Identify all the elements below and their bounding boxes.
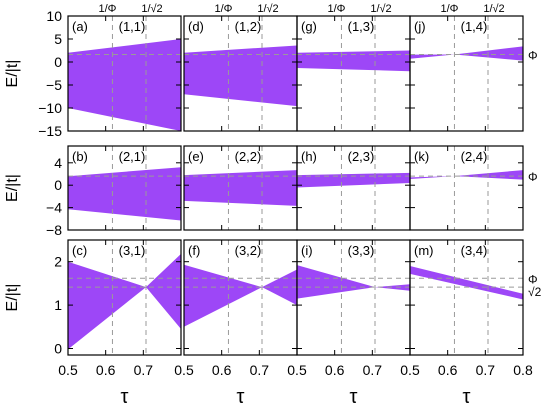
energy-band-area xyxy=(410,170,523,180)
panel-tag: (f) xyxy=(188,243,200,258)
panel-frame xyxy=(67,239,182,356)
x-tick-label: 0.7 xyxy=(134,362,154,378)
y-tick-label: −15 xyxy=(38,123,62,139)
x-tick-label: 0.6 xyxy=(325,362,345,378)
right-level-label: Φ xyxy=(528,170,538,184)
panel-label: (1,3) xyxy=(348,19,375,34)
x-axis-label: τ xyxy=(121,386,129,408)
top-guide-label: 1/Φ xyxy=(98,3,116,15)
x-tick-label: 0.6 xyxy=(96,362,116,378)
energy-band-area xyxy=(410,266,523,300)
top-guide-label: 1/Φ xyxy=(440,3,458,15)
y-tick-label: 0 xyxy=(54,54,62,70)
top-guide-label: 1/Φ xyxy=(327,3,345,15)
x-axis-label: τ xyxy=(463,386,471,408)
y-tick-label: −4 xyxy=(46,200,62,216)
panel-label: (2,4) xyxy=(461,149,488,164)
x-tick-label: 0.5 xyxy=(287,362,307,378)
panel-tag: (e) xyxy=(188,149,204,164)
y-axis-label: E/|t| xyxy=(4,174,21,202)
top-guide-label: 1/√2 xyxy=(257,3,278,15)
top-guide-label: 1/√2 xyxy=(370,3,391,15)
panel-label: (2,1) xyxy=(119,149,146,164)
y-tick-label: 0 xyxy=(54,340,62,356)
y-axis-label: E/|t| xyxy=(4,60,21,88)
panel-frame xyxy=(409,239,524,356)
energy-band-area xyxy=(297,265,410,299)
y-tick-label: −8 xyxy=(46,222,62,238)
y-tick-label: −10 xyxy=(38,100,62,116)
x-tick-label: 0.6 xyxy=(212,362,232,378)
panel-label: (1,1) xyxy=(119,19,146,34)
x-tick-label: 0.7 xyxy=(363,362,383,378)
panel-tag: (b) xyxy=(72,149,88,164)
panel-label: (2,2) xyxy=(235,149,262,164)
panel-label: (1,4) xyxy=(461,19,488,34)
x-tick-label: 0.5 xyxy=(58,362,78,378)
panel-tag: (j) xyxy=(414,19,426,34)
y-tick-label: 5 xyxy=(54,31,62,47)
y-tick-label: 1 xyxy=(54,297,62,313)
panel-tag: (c) xyxy=(72,243,87,258)
energy-band-area xyxy=(297,172,410,188)
top-guide-label: 1/√2 xyxy=(141,3,162,15)
energy-band-area xyxy=(68,167,181,221)
panel-tag: (k) xyxy=(414,149,429,164)
panel-frame xyxy=(409,15,524,132)
panel-label: (2,3) xyxy=(348,149,375,164)
y-tick-label: 2 xyxy=(54,254,62,270)
y-tick-label: 0 xyxy=(54,177,62,193)
panel-tag: (m) xyxy=(414,243,434,258)
y-tick-label: 4 xyxy=(54,155,62,171)
energy-band-area xyxy=(184,170,297,206)
panel-frame xyxy=(67,145,182,231)
panel-tag: (d) xyxy=(188,19,204,34)
panel-tag: (a) xyxy=(72,19,88,34)
panel-frame xyxy=(67,15,182,132)
x-axis-label: τ xyxy=(237,386,245,408)
x-tick-label: 0.5 xyxy=(400,362,420,378)
right-level-label: Φ xyxy=(528,49,538,63)
y-axis-label: E/|t| xyxy=(4,284,21,312)
x-tick-label: 0.6 xyxy=(438,362,458,378)
energy-band-area xyxy=(410,46,523,61)
x-tick-label: 0.7 xyxy=(476,362,496,378)
panel-tag: (g) xyxy=(301,19,317,34)
panel-label: (3,2) xyxy=(235,243,262,258)
x-tick-label: 0.8 xyxy=(513,362,533,378)
panel-tag: (i) xyxy=(301,243,313,258)
panel-label: (3,3) xyxy=(348,243,375,258)
top-guide-label: 1/Φ xyxy=(214,3,232,15)
y-tick-label: −5 xyxy=(46,77,62,93)
right-level-label: √2 xyxy=(528,285,542,299)
panel-label: (3,4) xyxy=(461,243,488,258)
energy-band-area xyxy=(297,50,410,72)
x-tick-label: 0.5 xyxy=(174,362,194,378)
panel-label: (3,1) xyxy=(119,243,146,258)
x-tick-label: 0.7 xyxy=(250,362,270,378)
right-level-label: Φ xyxy=(528,272,538,286)
x-axis-label: τ xyxy=(350,386,358,408)
energy-band-area xyxy=(68,253,181,350)
energy-band-area xyxy=(184,45,297,107)
y-tick-label: 10 xyxy=(46,8,62,24)
energy-band-area xyxy=(184,264,297,327)
panel-label: (1,2) xyxy=(235,19,262,34)
panel-frame xyxy=(409,145,524,231)
top-guide-label: 1/√2 xyxy=(483,3,504,15)
panel-tag: (h) xyxy=(301,149,317,164)
energy-band-area xyxy=(68,39,181,131)
